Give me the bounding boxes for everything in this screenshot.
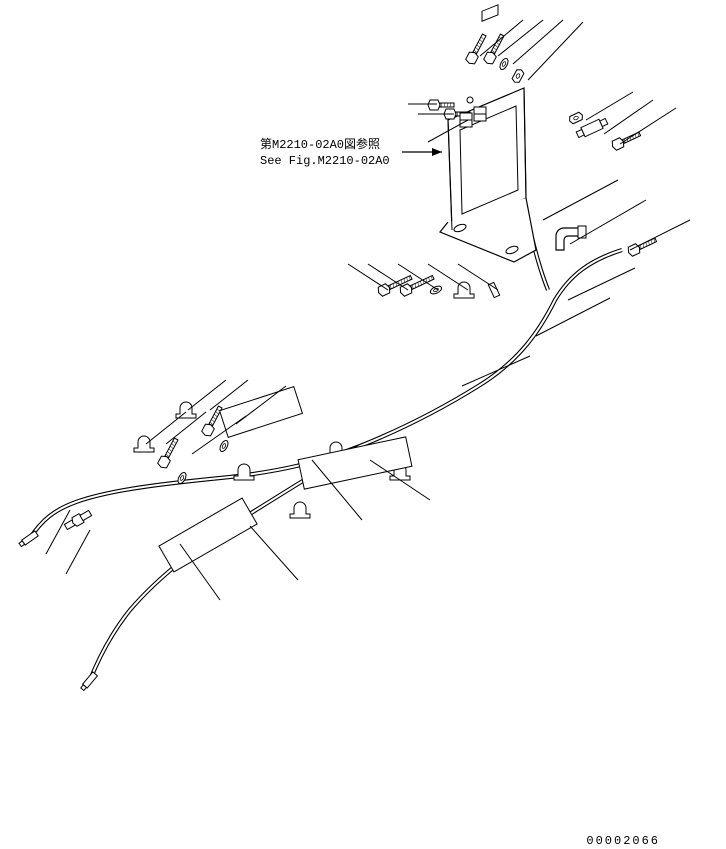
leader-l16 xyxy=(348,264,388,290)
plate3 xyxy=(159,498,257,572)
leader-l26 xyxy=(188,380,226,410)
b_clip_4 xyxy=(234,464,254,480)
b_washer_top xyxy=(498,57,509,71)
leader-l4 xyxy=(528,22,583,80)
leader-l29 xyxy=(146,412,186,444)
b_mid_clip1 xyxy=(176,402,196,418)
b_row_clip xyxy=(454,282,474,298)
b_mid_bolt1 xyxy=(201,405,225,438)
b_conn_nut xyxy=(568,111,584,124)
b_join_fitting xyxy=(63,509,92,532)
leader-l13 xyxy=(630,220,690,250)
b_clip_6 xyxy=(290,502,310,518)
leader-l21 xyxy=(462,356,530,386)
b_nut_top xyxy=(511,68,525,84)
parts-diagram: 第M2210-02A0図参照 See Fig.M2210-02A0 00002066 xyxy=(0,0,726,849)
drawing-id: 00002066 xyxy=(586,834,660,848)
plate1 xyxy=(220,387,303,438)
leader-l31 xyxy=(192,416,246,454)
leader-l24 xyxy=(250,526,298,580)
ref-text-jp: 第M2210-02A0図参照 xyxy=(260,136,380,152)
leader-l1 xyxy=(480,20,523,56)
leader-l19 xyxy=(428,264,468,290)
leader-l12 xyxy=(570,200,646,244)
ref-arrow-head xyxy=(432,148,442,156)
plate2 xyxy=(298,437,412,489)
leader-l11 xyxy=(543,180,618,220)
leader-l8 xyxy=(586,92,633,120)
leader-l10 xyxy=(620,108,676,144)
leader-l3 xyxy=(513,20,563,64)
b_mid_clip2 xyxy=(134,436,154,452)
ref-text-en: See Fig.M2210-02A0 xyxy=(260,154,390,168)
tube-main xyxy=(30,250,622,538)
leader-l2 xyxy=(498,20,543,56)
leader-l33 xyxy=(66,530,90,574)
b_mid_washer1 xyxy=(218,439,229,453)
b_elbow xyxy=(556,226,586,250)
b_right_clamp xyxy=(474,107,486,121)
b_left_clamp xyxy=(460,113,472,127)
